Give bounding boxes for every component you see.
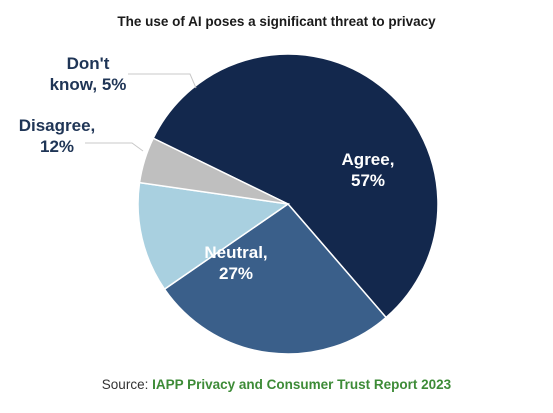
chart-source: Source: IAPP Privacy and Consumer Trust …: [0, 377, 553, 392]
slice-label: Don't know, 5%: [50, 54, 127, 94]
source-link[interactable]: IAPP Privacy and Consumer Trust Report 2…: [152, 377, 452, 392]
pie-slice-dont: [138, 137, 289, 205]
pie-slice-neutral: [163, 203, 388, 355]
slice-label: Agree, 57%: [342, 150, 395, 190]
slice-label: Disagree, 12%: [19, 116, 96, 156]
slice-label: Neutral, 27%: [204, 243, 267, 283]
source-prefix: Source:: [101, 377, 153, 392]
pie-slice-disagree: [137, 181, 291, 291]
pie-slice-agree: [152, 53, 439, 319]
leader-line: [128, 73, 197, 89]
leader-line: [85, 142, 144, 152]
chart-title: The use of AI poses a significant threat…: [117, 14, 436, 29]
